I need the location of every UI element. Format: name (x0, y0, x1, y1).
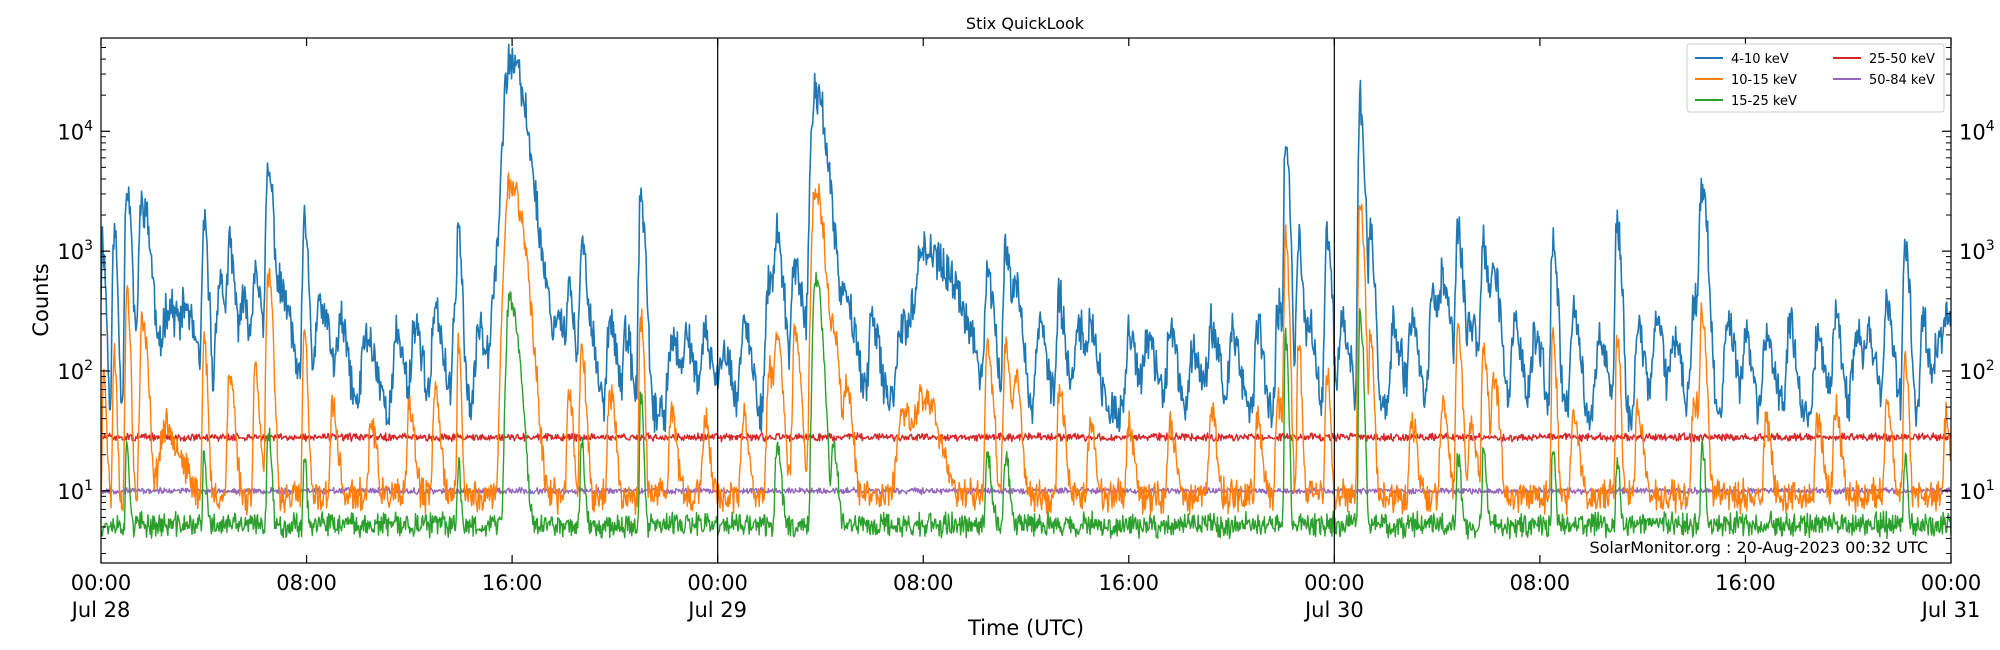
legend-box (1686, 43, 1945, 113)
day-boundary-lines (717, 38, 1335, 563)
x-tick-label: 00:00 (1921, 571, 1982, 595)
x-tick-label: 08:00 (276, 571, 337, 595)
x-axis-label: Time (UTC) (967, 616, 1084, 640)
legend-label: 10-15 keV (1731, 73, 1797, 88)
y-tick-label-left: 104 (57, 118, 93, 144)
x-tick-label: 08:00 (1510, 571, 1571, 595)
y-tick-label-left: 102 (57, 358, 93, 384)
x-tick-label: 00:00 (71, 571, 132, 595)
series-line-50-84kev (101, 486, 1951, 496)
x-tick-date-label: Jul 28 (70, 598, 131, 622)
series-line-25-50kev (101, 432, 1951, 443)
x-tick-label: 16:00 (1715, 571, 1776, 595)
x-tick-label: 16:00 (482, 571, 543, 595)
y-tick-label-right: 103 (1959, 238, 1995, 264)
chart-title: Stix QuickLook (966, 14, 1085, 33)
x-tick-date-label: Jul 31 (1920, 598, 1981, 622)
y-tick-label-right: 102 (1959, 358, 1995, 384)
series-layer (101, 43, 1951, 540)
credit-text: SolarMonitor.org : 20-Aug-2023 00:32 UTC (1589, 538, 1928, 557)
x-tick-date-label: Jul 30 (1303, 598, 1364, 622)
y-tick-label-right: 104 (1959, 118, 1995, 144)
x-tick-label: 00:00 (687, 571, 748, 595)
y-axis-label: Counts (29, 263, 53, 336)
series-line-4-10kev (101, 43, 1951, 433)
legend-label: 15-25 keV (1731, 94, 1797, 109)
x-tick-label: 00:00 (1304, 571, 1365, 595)
series-line-15-25kev (101, 271, 1951, 540)
x-tick-label: 16:00 (1099, 571, 1160, 595)
legend: 4-10 keV 10-15 keV 15-25 keV 25-50 keV 50-84… (1686, 43, 1945, 113)
y-tick-label-left: 103 (57, 238, 93, 264)
axes: 00:00 Jul 28 08:00 16:00 00:00 Jul 29 08:00 16:… (57, 37, 1995, 622)
y-tick-label-left: 101 (57, 478, 93, 504)
legend-label: 4-10 keV (1731, 52, 1789, 67)
legend-label: 25-50 keV (1869, 52, 1935, 67)
x-tick-date-label: Jul 29 (686, 598, 747, 622)
legend-label: 50-84 keV (1869, 73, 1935, 88)
x-tick-label: 08:00 (893, 571, 954, 595)
plot-frame (100, 37, 1952, 564)
y-tick-label-right: 101 (1959, 478, 1995, 504)
series-line-10-15kev (101, 172, 1951, 517)
